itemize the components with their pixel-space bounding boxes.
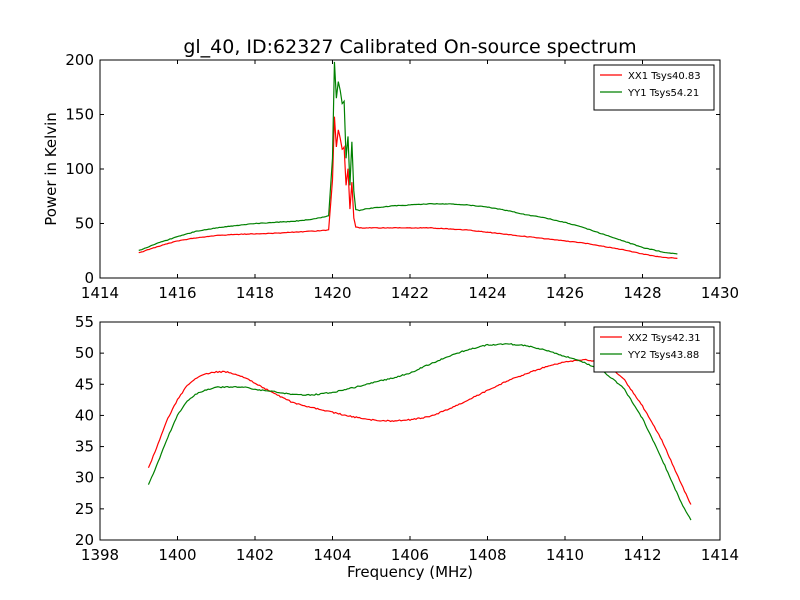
x-tick-label: 1398	[81, 546, 119, 564]
figure-title: gl_40, ID:62327 Calibrated On-source spe…	[183, 36, 636, 58]
y-tick-label: 0	[84, 269, 94, 287]
x-tick-label: 1404	[313, 546, 351, 564]
x-tick-label: 1430	[701, 284, 739, 302]
x-tick-label: 1418	[236, 284, 274, 302]
y-tick-label: 30	[75, 469, 94, 487]
y-tick-label: 35	[75, 438, 94, 456]
x-tick-label: 1416	[158, 284, 196, 302]
bottom-spectrum-panel: 1398 1400 1402 1404 1406 1408 1410 1412 1414 20 25…	[75, 313, 739, 581]
y-tick-label: 50	[75, 344, 94, 362]
y-tick-label: 25	[75, 500, 94, 518]
legend-label: XX1 Tsys40.83	[628, 71, 701, 82]
y-tick-label: 200	[65, 51, 94, 69]
top-spectrum-panel: 1414 1416 1418 1420 1422 1424 1426 1428 1430 0 50 1…	[42, 51, 739, 302]
x-tick-label: 1424	[468, 284, 506, 302]
y-tick-label: 55	[75, 313, 94, 331]
y-tick-label: 100	[65, 160, 94, 178]
x-tick-label: 1406	[391, 546, 429, 564]
series-line-yy	[138, 61, 678, 255]
x-tick-label: 1402	[236, 546, 274, 564]
y-tick-label: 50	[75, 215, 94, 233]
legend-label: YY2 Tsys43.88	[627, 350, 699, 361]
x-axis-label: Frequency (MHz)	[347, 563, 473, 581]
x-tick-label: 1428	[623, 284, 661, 302]
y-tick-label: 20	[75, 531, 94, 549]
legend-label: YY1 Tsys54.21	[627, 88, 699, 99]
x-tick-label: 1408	[468, 546, 506, 564]
legend	[593, 326, 715, 373]
x-tick-label: 1400	[158, 546, 196, 564]
x-tick-label: 1412	[623, 546, 661, 564]
legend-label: XX2 Tsys42.31	[628, 333, 701, 344]
x-tick-label: 1410	[546, 546, 584, 564]
y-tick-label: 150	[65, 106, 94, 124]
x-tick-label: 1426	[546, 284, 584, 302]
y-axis-label: Power in Kelvin	[42, 112, 60, 226]
legend	[593, 64, 715, 111]
x-tick-label: 1420	[313, 284, 351, 302]
x-tick-label: 1422	[391, 284, 429, 302]
y-tick-label: 40	[75, 406, 94, 424]
y-tick-label: 45	[75, 375, 94, 393]
x-tick-label: 1414	[81, 284, 119, 302]
series-line-xx	[138, 116, 678, 259]
x-tick-label: 1414	[701, 546, 739, 564]
